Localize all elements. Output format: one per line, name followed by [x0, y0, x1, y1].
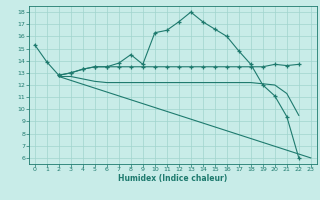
X-axis label: Humidex (Indice chaleur): Humidex (Indice chaleur)	[118, 174, 228, 183]
